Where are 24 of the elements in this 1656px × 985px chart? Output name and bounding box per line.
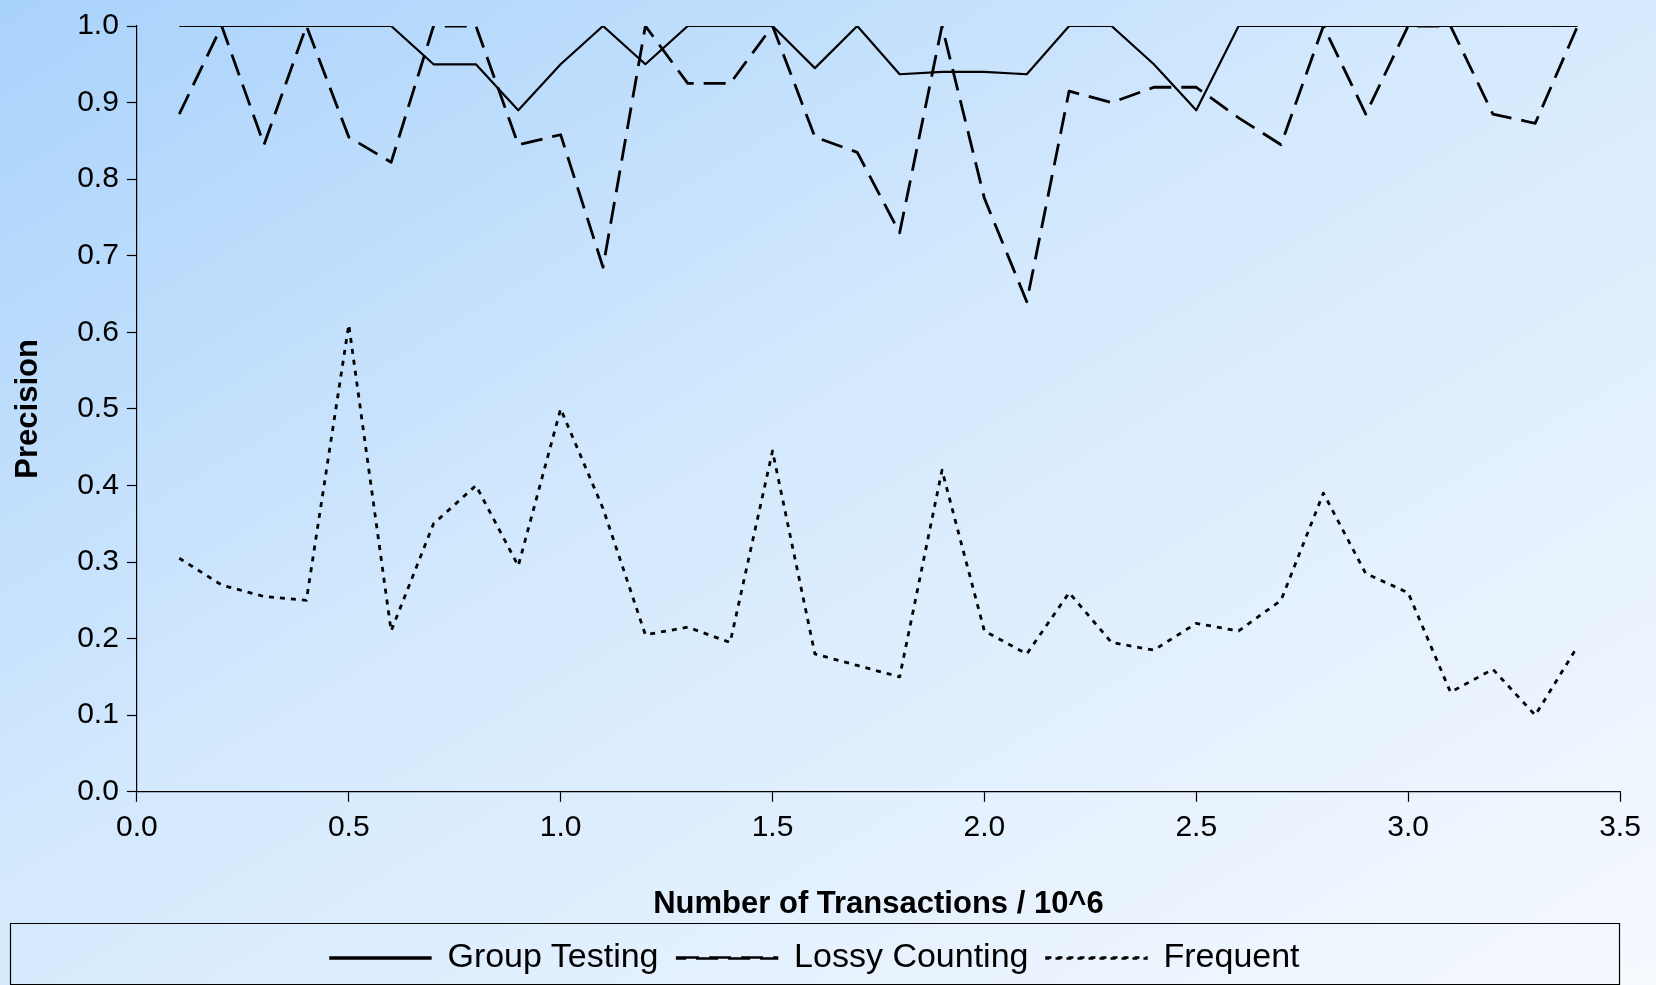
- y-tick-label: 0.6: [77, 313, 119, 347]
- x-tick-label: 3.5: [1599, 809, 1641, 843]
- y-tick-label: 0.5: [77, 390, 119, 424]
- x-tick-label: 2.5: [1175, 809, 1218, 843]
- legend-label: Group Testing: [447, 936, 659, 975]
- y-tick-label: 0.1: [77, 696, 119, 730]
- y-tick-label: 0.8: [77, 160, 119, 194]
- y-tick-label: 0.3: [77, 543, 119, 577]
- legend-label: Frequent: [1163, 936, 1301, 975]
- x-tick-label: 2.0: [963, 809, 1006, 843]
- y-tick-label: 0.9: [77, 83, 119, 117]
- legend-label: Lossy Counting: [794, 936, 1029, 975]
- y-axis-title: Precision: [9, 339, 45, 479]
- y-tick-label: 0.7: [77, 237, 119, 271]
- y-tick-label: 0.0: [77, 773, 119, 807]
- y-tick-label: 0.4: [77, 466, 119, 500]
- y-tick-label: 0.2: [77, 619, 119, 653]
- x-tick-label: 0.5: [327, 809, 370, 843]
- x-axis-title: Number of Transactions / 10^6: [653, 884, 1104, 920]
- y-tick-label: 1.0: [77, 7, 119, 41]
- x-tick-label: 0.0: [116, 809, 158, 843]
- x-tick-label: 1.5: [751, 809, 794, 843]
- x-tick-label: 1.0: [539, 809, 582, 843]
- x-tick-label: 3.0: [1387, 809, 1429, 843]
